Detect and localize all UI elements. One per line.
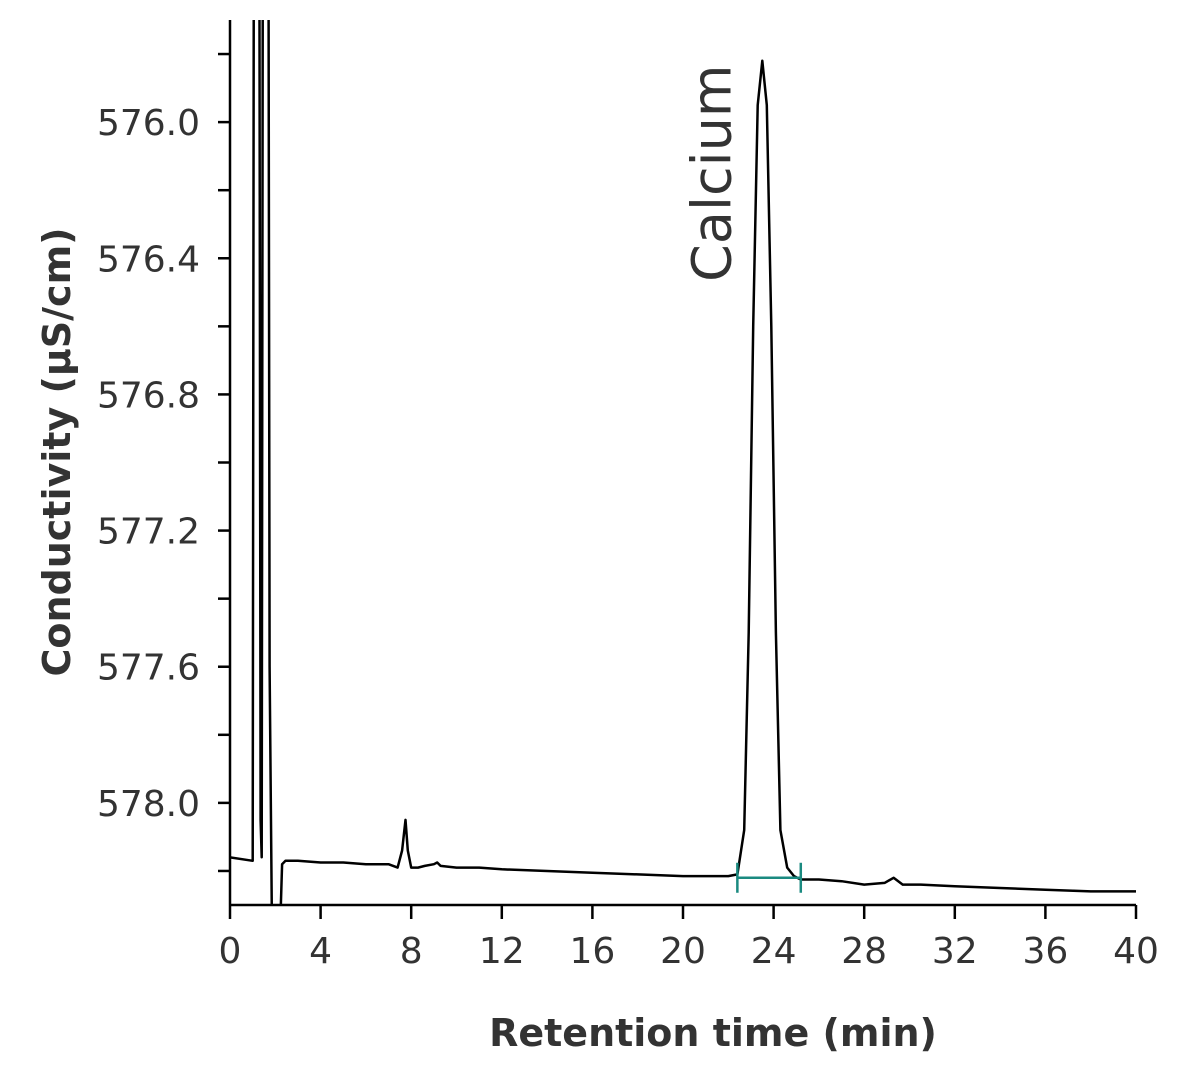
peak-annotations: Calcium	[681, 65, 744, 282]
y-axis-title: Conductivity (µS/cm)	[35, 227, 79, 676]
x-tick-label: 16	[569, 931, 615, 972]
x-tick-label: 20	[660, 931, 706, 972]
x-tick-label: 4	[309, 931, 332, 972]
x-tick-label: 40	[1113, 931, 1159, 972]
y-axis-ticks: 576.0 576.4 576.8 577.2 577.6 578.0	[97, 52, 230, 873]
y-tick-label: 578.0	[97, 784, 200, 825]
y-tick-label: 576.0	[97, 103, 200, 144]
x-tick-label: 12	[479, 931, 525, 972]
x-tick-label: 24	[751, 931, 797, 972]
y-tick-label: 577.6	[97, 648, 200, 689]
trace-group	[230, 20, 1136, 905]
x-tick-label: 28	[841, 931, 887, 972]
y-tick-label: 577.2	[97, 512, 200, 553]
x-axis-title: Retention time (min)	[489, 1011, 937, 1055]
x-axis-ticks: 0 4 8 12 16 20 24 28 32 36 40	[219, 905, 1159, 972]
x-tick-label: 8	[400, 931, 423, 972]
integration-markers	[736, 862, 803, 893]
conductivity-trace	[230, 20, 1136, 905]
x-tick-label: 36	[1022, 931, 1068, 972]
y-tick-label: 576.8	[97, 375, 200, 416]
x-tick-label: 32	[932, 931, 978, 972]
peak-label-calcium: Calcium	[681, 65, 744, 282]
y-tick-label: 576.4	[97, 239, 200, 280]
x-tick-label: 0	[219, 931, 242, 972]
